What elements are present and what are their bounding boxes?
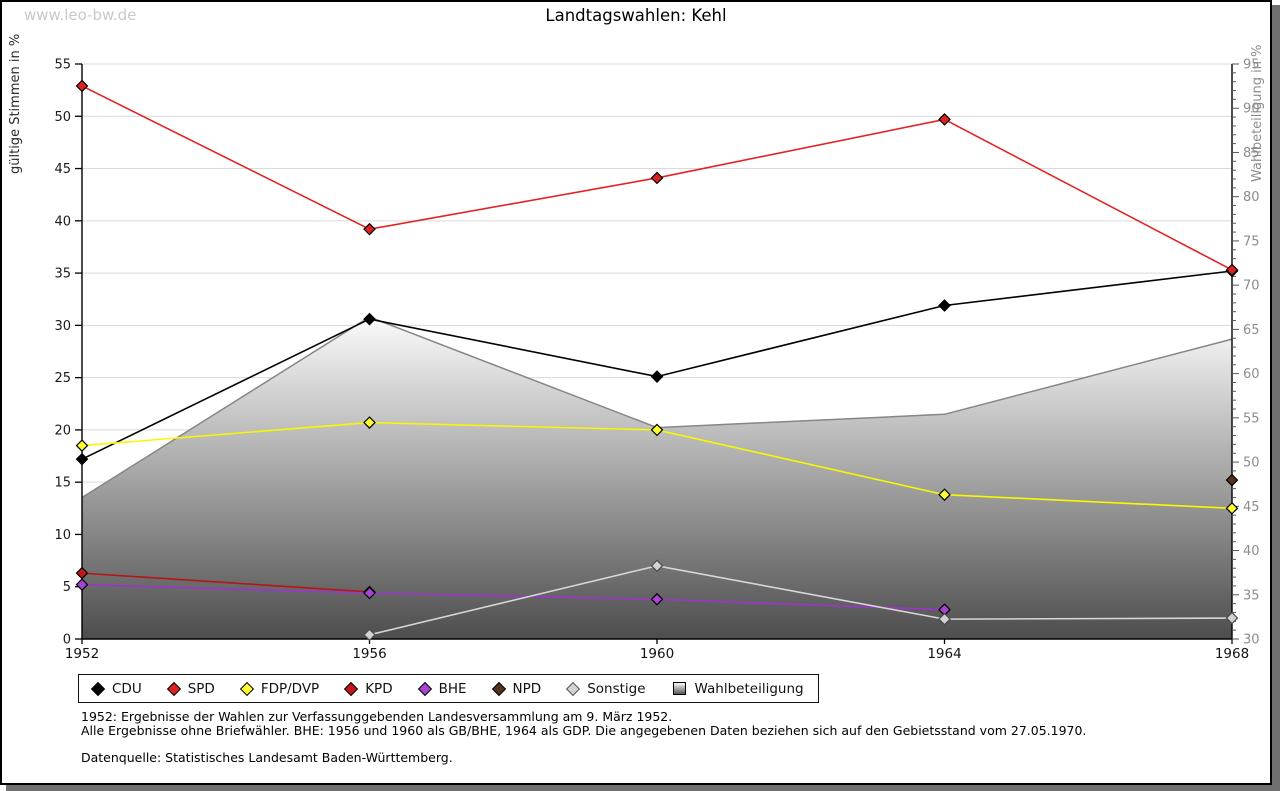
- series-fdp-dvp-marker: [75, 439, 89, 452]
- page-shadow-right: [1272, 5, 1280, 791]
- chart-legend: CDU SPD FDP/DVP KPD BHE NPD Sonstige Wahlbeteil…: [78, 674, 819, 703]
- series-kpd-line: [81, 572, 370, 593]
- legend-label: CDU: [112, 680, 142, 697]
- legend-diamond-icon: [90, 681, 106, 696]
- legend-square-icon: [672, 682, 686, 695]
- footnote-line-1: 1952: Ergebnisse der Wahlen zur Verfassu…: [81, 709, 673, 724]
- series-npd-marker: [1225, 473, 1239, 487]
- series-cdu-marker: [938, 299, 951, 312]
- svg-text:50: 50: [54, 110, 71, 125]
- svg-text:95: 95: [1243, 58, 1260, 73]
- series-sonstige-line: [369, 565, 1233, 636]
- series-spd-marker: [75, 79, 89, 93]
- legend-label: Wahlbeteiligung: [694, 680, 804, 697]
- legend-item-bhe: BHE: [417, 680, 467, 697]
- series-bhe-marker: [650, 592, 664, 606]
- series-fdp-dvp-marker: [650, 423, 664, 437]
- svg-text:15: 15: [54, 476, 71, 491]
- footnote-line-2: Alle Ergebnisse ohne Briefwähler. BHE: 1…: [81, 722, 1087, 738]
- legend-item-npd: NPD: [491, 680, 542, 697]
- legend-label: KPD: [365, 680, 393, 697]
- page-shadow-bottom: [6, 785, 1280, 791]
- x-tick-1964: 1964: [927, 646, 961, 662]
- chart-footnote: 1952: Ergebnisse der Wahlen zur Verfassu…: [81, 710, 1086, 737]
- svg-text:30: 30: [1243, 633, 1260, 648]
- svg-text:25: 25: [54, 371, 71, 386]
- svg-text:60: 60: [1243, 367, 1260, 382]
- legend-label: BHE: [438, 680, 467, 697]
- chart-canvas: 0 5 10 15 20 25 30 35 40 45 50 55 30 35 40 45 50 55 60 65 70…: [8, 34, 1265, 662]
- legend-item-wahlbeteiligung: Wahlbeteiligung: [672, 680, 804, 697]
- data-source-note: Datenquelle: Statistisches Landesamt Bad…: [81, 750, 453, 765]
- series-bhe-marker: [75, 578, 89, 591]
- series-spd-marker: [363, 222, 376, 236]
- x-tick-1968: 1968: [1215, 646, 1249, 662]
- svg-text:90: 90: [1243, 102, 1260, 117]
- series-fdp-dvp-marker: [363, 416, 376, 429]
- legend-diamond-icon: [491, 681, 506, 696]
- series-sonstige-marker: [1225, 611, 1239, 625]
- series-cdu-marker: [363, 312, 376, 326]
- legend-item-cdu: CDU: [90, 680, 142, 697]
- series-sonstige-marker: [363, 628, 376, 642]
- x-tick-1956: 1956: [352, 646, 386, 662]
- svg-text:70: 70: [1243, 279, 1260, 294]
- svg-text:40: 40: [54, 214, 71, 229]
- svg-text:80: 80: [1243, 190, 1260, 205]
- series-bhe-marker: [363, 586, 376, 600]
- svg-text:10: 10: [54, 528, 71, 543]
- svg-text:20: 20: [54, 423, 71, 438]
- legend-label: Sonstige: [587, 680, 646, 697]
- svg-text:85: 85: [1243, 146, 1260, 161]
- legend-diamond-icon: [166, 681, 181, 696]
- series-fdp-dvp-marker: [1225, 501, 1239, 515]
- svg-text:65: 65: [1243, 323, 1260, 338]
- svg-text:50: 50: [1243, 456, 1260, 471]
- series-bhe-line: [81, 583, 945, 611]
- svg-text:0: 0: [63, 633, 71, 648]
- svg-text:35: 35: [1243, 588, 1260, 603]
- legend-item-sonstige: Sonstige: [566, 680, 646, 697]
- legend-diamond-icon: [239, 681, 254, 696]
- legend-item-kpd: KPD: [344, 680, 393, 697]
- svg-text:45: 45: [1243, 500, 1260, 515]
- svg-text:75: 75: [1243, 234, 1260, 249]
- svg-text:5: 5: [63, 580, 71, 595]
- series-spd-marker: [650, 171, 664, 185]
- series-cdu-marker: [650, 370, 664, 383]
- legend-item-spd: SPD: [166, 680, 215, 697]
- series-sonstige-marker: [650, 559, 664, 573]
- legend-diamond-icon: [566, 681, 581, 696]
- svg-text:35: 35: [54, 267, 71, 282]
- right-axis-title: Wahlbeteiligung in %: [1250, 45, 1265, 182]
- legend-label: SPD: [187, 680, 215, 697]
- svg-text:30: 30: [54, 319, 71, 334]
- svg-text:40: 40: [1243, 544, 1260, 559]
- legend-diamond-icon: [344, 681, 359, 696]
- x-tick-1960: 1960: [640, 646, 674, 662]
- x-tick-1952: 1952: [65, 646, 99, 662]
- left-axis-title: gültige Stimmen in %: [8, 34, 23, 174]
- svg-text:55: 55: [1243, 411, 1260, 426]
- page-title: Landtagswahlen: Kehl: [545, 6, 727, 25]
- legend-label: NPD: [512, 680, 542, 697]
- legend-label: FDP/DVP: [260, 680, 320, 697]
- series-spd-marker: [1225, 263, 1239, 277]
- legend-item-fdp-dvp: FDP/DVP: [239, 680, 320, 697]
- svg-text:55: 55: [54, 58, 71, 73]
- watermark: www.leo-bw.de: [24, 6, 137, 24]
- series-cdu-marker: [75, 452, 89, 466]
- svg-text:45: 45: [54, 162, 71, 177]
- legend-diamond-icon: [417, 681, 432, 696]
- series-sonstige-marker: [938, 612, 951, 626]
- series-wahlbeteiligung-area: [82, 317, 1232, 639]
- series-spd-marker: [938, 113, 951, 126]
- series-fdp-dvp-marker: [938, 488, 951, 502]
